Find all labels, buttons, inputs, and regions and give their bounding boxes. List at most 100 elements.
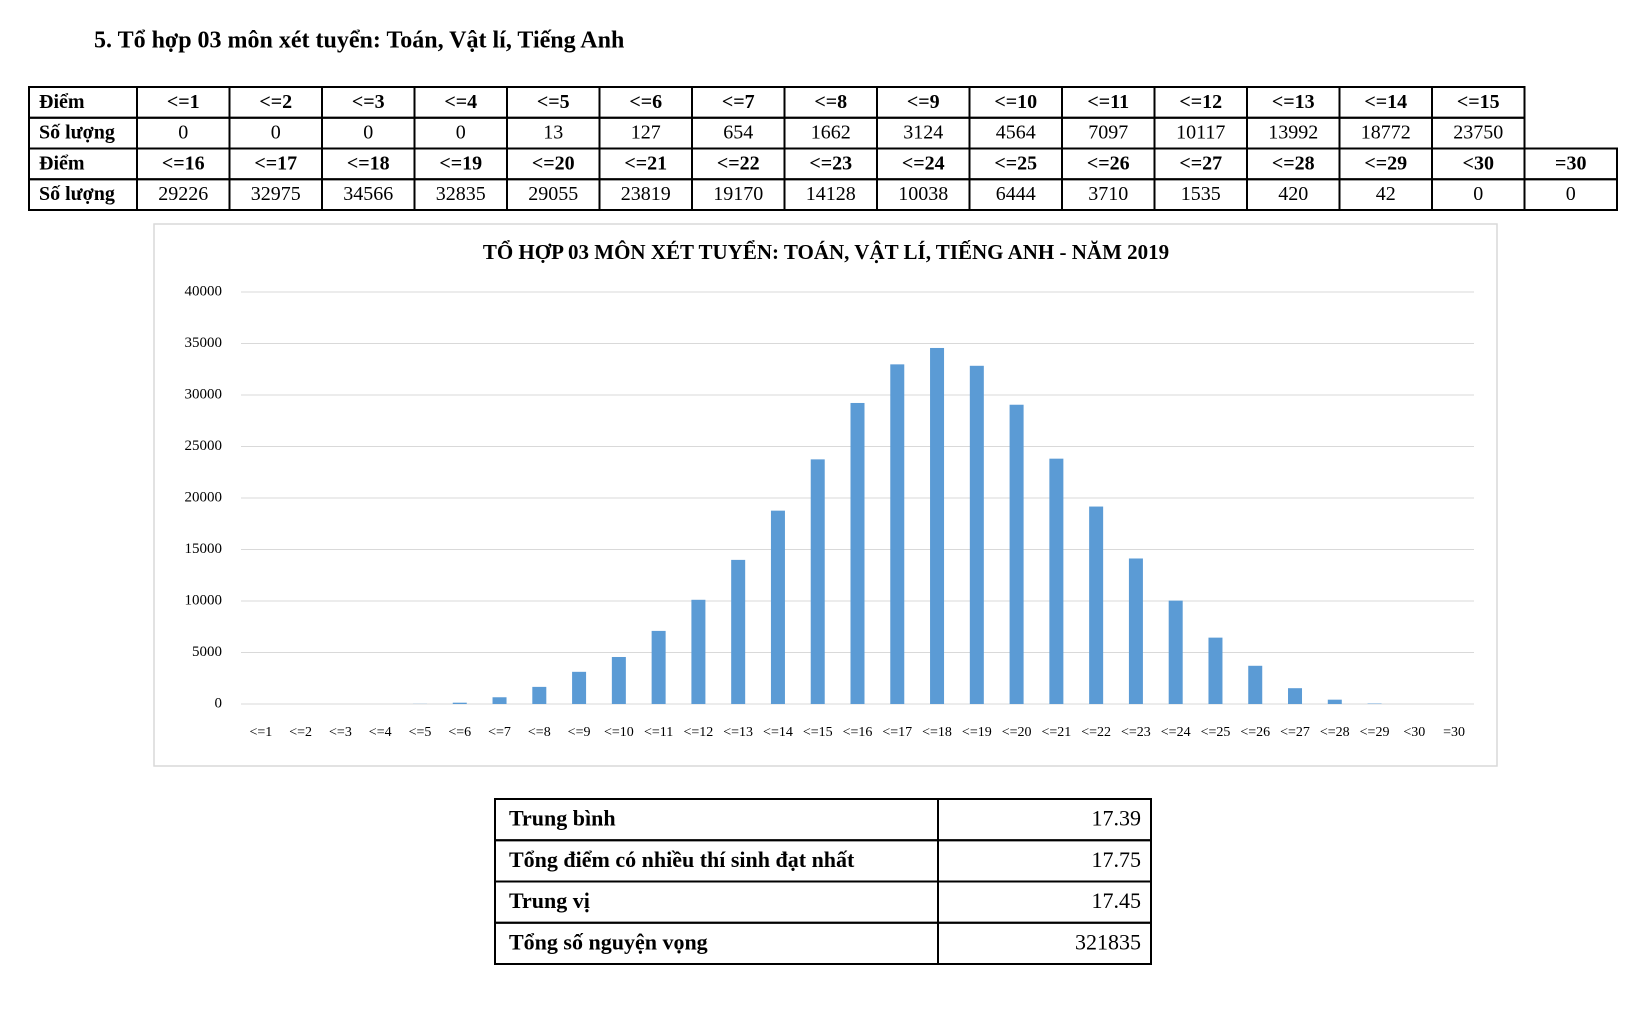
bar xyxy=(1208,637,1223,704)
row-label: Số lượng xyxy=(39,122,115,144)
count-value: 4564 xyxy=(996,122,1036,144)
chart-title: TỔ HỢP 03 MÔN XÉT TUYỂN: TOÁN, VẬT LÍ, T… xyxy=(483,240,1169,264)
bar xyxy=(651,630,666,704)
score-label: <=4 xyxy=(444,91,477,113)
score-label: <=24 xyxy=(902,152,945,174)
x-tick-label: <=24 xyxy=(1161,725,1191,740)
bar xyxy=(850,402,865,704)
bar xyxy=(611,656,626,704)
y-tick-label: 40000 xyxy=(185,283,223,299)
bar xyxy=(890,364,905,704)
score-label: <=18 xyxy=(347,152,390,174)
count-value: 18772 xyxy=(1361,122,1411,144)
score-label: <=15 xyxy=(1457,91,1500,113)
score-label: <=26 xyxy=(1087,152,1130,174)
count-value: 1535 xyxy=(1181,183,1221,205)
count-value: 127 xyxy=(631,122,661,144)
bar xyxy=(731,559,746,704)
count-value: 6444 xyxy=(996,183,1036,205)
bar xyxy=(532,686,547,704)
x-tick-label: <=29 xyxy=(1360,725,1390,740)
score-label: =30 xyxy=(1555,152,1586,174)
count-value: 0 xyxy=(1473,183,1483,205)
x-tick-label: <=28 xyxy=(1320,725,1350,740)
y-tick-label: 25000 xyxy=(185,438,223,454)
bar xyxy=(691,599,706,704)
count-value: 32835 xyxy=(436,183,486,205)
stat-label: Trung vị xyxy=(509,888,590,913)
y-tick-label: 0 xyxy=(215,695,223,711)
count-value: 0 xyxy=(456,122,466,144)
score-label: <=23 xyxy=(809,152,852,174)
bar xyxy=(1009,404,1024,704)
stat-value: 17.75 xyxy=(1092,847,1142,872)
x-tick-label: <=22 xyxy=(1081,725,1111,740)
row-label: Số lượng xyxy=(39,183,115,205)
score-label: <=14 xyxy=(1364,91,1407,113)
x-tick-label: <=2 xyxy=(289,725,312,740)
score-label: <=17 xyxy=(254,152,297,174)
x-tick-label: <=21 xyxy=(1041,725,1071,740)
count-value: 29226 xyxy=(158,183,208,205)
count-value: 13 xyxy=(543,122,563,144)
x-tick-label: <=5 xyxy=(409,725,432,740)
score-label: <=22 xyxy=(717,152,760,174)
x-tick-label: <=27 xyxy=(1280,725,1310,740)
x-tick-label: <=3 xyxy=(329,725,352,740)
count-value: 32975 xyxy=(251,183,301,205)
count-value: 23819 xyxy=(621,183,671,205)
stat-value: 17.39 xyxy=(1092,806,1142,831)
score-label: <=12 xyxy=(1179,91,1222,113)
score-label: <=5 xyxy=(537,91,570,113)
bar xyxy=(1049,458,1064,704)
bar xyxy=(452,702,467,704)
heading: 5. Tổ hợp 03 môn xét tuyển: Toán, Vật lí… xyxy=(94,28,624,54)
y-tick-label: 5000 xyxy=(192,644,222,660)
bar xyxy=(492,697,507,704)
score-label: <=7 xyxy=(722,91,755,113)
x-tick-label: <=4 xyxy=(369,725,392,740)
score-label: <=25 xyxy=(994,152,1037,174)
bar xyxy=(1168,600,1183,704)
count-value: 34566 xyxy=(343,183,393,205)
count-value: 0 xyxy=(1566,183,1576,205)
x-tick-label: <=16 xyxy=(843,725,873,740)
x-tick-label: <30 xyxy=(1403,725,1425,740)
bar xyxy=(572,671,587,704)
score-label: <=19 xyxy=(439,152,482,174)
score-label: <=29 xyxy=(1364,152,1407,174)
score-label: <=1 xyxy=(167,91,200,113)
score-label: <=6 xyxy=(629,91,662,113)
x-tick-label: <=15 xyxy=(803,725,833,740)
x-tick-label: <=7 xyxy=(488,725,511,740)
score-label: <=13 xyxy=(1272,91,1315,113)
count-value: 19170 xyxy=(713,183,763,205)
y-tick-label: 30000 xyxy=(185,386,223,402)
score-label: <=9 xyxy=(907,91,940,113)
x-tick-label: <=25 xyxy=(1201,725,1231,740)
x-tick-label: <=19 xyxy=(962,725,992,740)
score-label: <30 xyxy=(1463,152,1494,174)
row-label: Điểm xyxy=(39,91,85,113)
bar xyxy=(1327,699,1342,704)
score-label: <=8 xyxy=(814,91,847,113)
count-value: 0 xyxy=(178,122,188,144)
score-label: <=10 xyxy=(994,91,1037,113)
table-cell xyxy=(937,921,1152,965)
score-label: <=11 xyxy=(1087,91,1129,113)
count-value: 1662 xyxy=(811,122,851,144)
x-tick-label: <=10 xyxy=(604,725,634,740)
y-tick-label: 20000 xyxy=(185,489,223,505)
stat-value: 17.45 xyxy=(1092,888,1142,913)
x-tick-label: <=17 xyxy=(882,725,912,740)
y-tick-label: 10000 xyxy=(185,592,223,608)
count-value: 7097 xyxy=(1088,122,1128,144)
bar xyxy=(1248,665,1263,704)
x-tick-label: =30 xyxy=(1443,725,1465,740)
score-label: <=3 xyxy=(352,91,385,113)
score-label: <=28 xyxy=(1272,152,1315,174)
bar xyxy=(770,510,785,704)
score-label: <=21 xyxy=(624,152,667,174)
